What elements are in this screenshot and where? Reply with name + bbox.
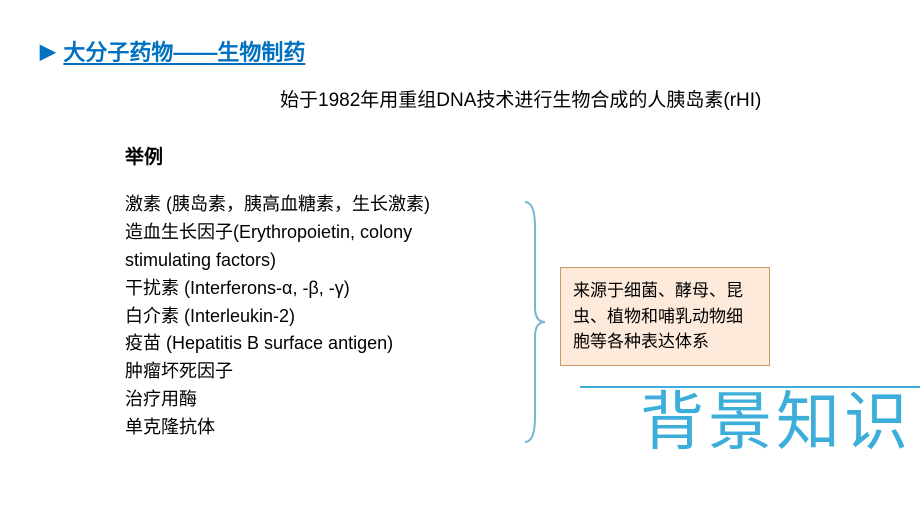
example-item: 白介素 (Interleukin-2)	[125, 303, 525, 331]
example-item: 干扰素 (Interferons-α, -β, -γ)	[125, 275, 525, 303]
examples-heading: 举例	[125, 142, 525, 169]
slide-container: ▶ 大分子药物——生物制药 始于1982年用重组DNA技术进行生物合成的人胰岛素…	[0, 0, 920, 518]
curly-brace-icon	[520, 197, 550, 447]
examples-list: 激素 (胰岛素，胰高血糖素，生长激素) 造血生长因子(Erythropoieti…	[125, 191, 525, 442]
example-item: 激素 (胰岛素，胰高血糖素，生长激素)	[125, 191, 525, 219]
example-item: 治疗用酶	[125, 386, 525, 414]
watermark-text: 背景知识	[640, 371, 912, 463]
example-item: 肿瘤坏死因子	[125, 358, 525, 386]
callout-box: 来源于细菌、酵母、昆虫、植物和哺乳动物细胞等各种表达体系	[560, 267, 770, 366]
examples-section: 举例 激素 (胰岛素，胰高血糖素，生长激素) 造血生长因子(Erythropoi…	[125, 142, 525, 442]
bullet-arrow-icon: ▶	[40, 39, 55, 64]
example-item: 单克隆抗体	[125, 414, 525, 442]
slide-title: 大分子药物——生物制药	[63, 35, 305, 67]
example-item: stimulating factors)	[125, 247, 525, 275]
title-row: ▶ 大分子药物——生物制药	[30, 35, 890, 67]
example-item: 造血生长因子(Erythropoietin, colony	[125, 219, 525, 247]
slide-subtitle: 始于1982年用重组DNA技术进行生物合成的人胰岛素(rHI)	[280, 85, 890, 112]
example-item: 疫苗 (Hepatitis B surface antigen)	[125, 330, 525, 358]
